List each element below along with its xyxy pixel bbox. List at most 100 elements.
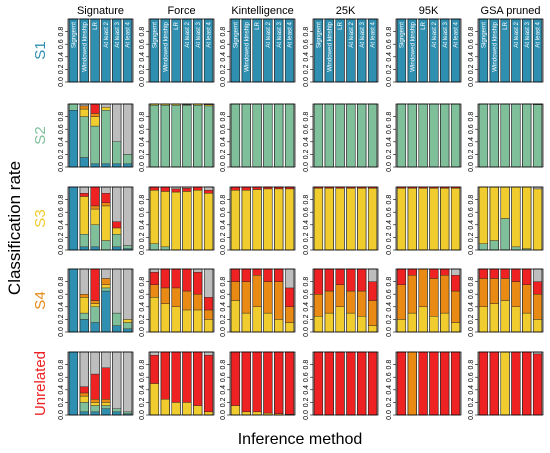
category-label: At least 2 <box>348 21 355 47</box>
bar-segment-s4 <box>101 278 111 285</box>
bar-segment-s1 <box>101 163 111 168</box>
bar-segment-s3 <box>160 191 170 248</box>
bar-segment-s3 <box>500 186 510 219</box>
category-label: At least 3 <box>524 21 531 47</box>
bar-segment-s4 <box>252 275 262 307</box>
panel-frame <box>229 18 296 83</box>
bar-segment-unrelated <box>335 268 345 285</box>
bar-segment-s4 <box>429 278 439 317</box>
y-tick-label: 0.2 <box>58 64 65 74</box>
panel-s4-25k: 0.0 0.2 0.4 0.6 0.8 <box>303 268 379 337</box>
panel-frame <box>312 103 379 168</box>
category-label: Signgemt <box>315 22 322 48</box>
y-tick-label: 0.0 <box>386 162 393 172</box>
bar-segment-s1 <box>90 163 100 168</box>
y-tick-label: 0.4 <box>139 385 146 395</box>
category-label: LR <box>337 21 344 29</box>
bar-segment-s3 <box>368 325 378 333</box>
panel-s4-95k: 0.0 0.2 0.4 0.6 0.8 <box>386 268 462 337</box>
bar-segment-s4 <box>533 294 543 320</box>
bar-segment-s3 <box>522 312 532 333</box>
bar-segment-unrelated <box>149 271 159 285</box>
category-label: Signgemt <box>232 22 239 48</box>
bar-segment-other <box>101 103 111 108</box>
y-tick-label: 0.0 <box>468 327 475 337</box>
bar-segment-s2 <box>79 402 89 413</box>
bar-segment-s2 <box>79 312 89 320</box>
bar-segment-s4 <box>90 399 100 403</box>
bar-segment-unrelated <box>285 287 295 307</box>
bar-segment-unrelated <box>263 351 273 414</box>
bar-segment-other <box>285 268 295 289</box>
bar-segment-s2 <box>90 405 100 413</box>
column-title-95k: 95K <box>419 5 439 17</box>
y-tick-label: 0.2 <box>58 397 65 407</box>
bar-segment-unrelated <box>193 271 203 295</box>
bar-segment-s2 <box>522 103 532 168</box>
y-tick-label: 0.8 <box>386 277 393 287</box>
bar-segment-unrelated <box>346 268 356 292</box>
bar-segment-unrelated <box>407 268 417 276</box>
bar-segment-s2 <box>79 234 89 248</box>
panel-s3-signature: 0.0 0.2 0.4 0.6 0.8 <box>58 186 134 255</box>
bar-segment-s3 <box>101 106 111 111</box>
bar-segment-s3 <box>274 188 284 251</box>
y-tick-label: 0.6 <box>468 39 475 49</box>
bar-segment-other <box>204 186 214 191</box>
bar-segment-s3 <box>418 306 428 333</box>
y-tick-label: 0.0 <box>303 410 310 420</box>
y-tick-label: 0.0 <box>139 410 146 420</box>
bar-segment-s3 <box>407 188 417 251</box>
y-tick-label: 0.0 <box>386 410 393 420</box>
y-tick-label: 0.4 <box>303 302 310 312</box>
panel-s3-force: 0.0 0.2 0.4 0.6 0.8 <box>139 186 215 255</box>
bar-segment-s2 <box>274 103 284 168</box>
y-tick-label: 0.2 <box>58 149 65 159</box>
y-tick-label: 0.0 <box>303 162 310 172</box>
y-tick-label: 0.2 <box>468 64 475 74</box>
y-tick-label: 0.6 <box>386 289 393 299</box>
y-tick-label: 0.2 <box>386 149 393 159</box>
bar-segment-s3 <box>241 411 251 416</box>
bar-segment-unrelated <box>500 268 510 279</box>
category-label: At least 3 <box>195 21 202 47</box>
bar-segment-s2 <box>160 246 170 251</box>
bar-segment-s2 <box>193 105 203 168</box>
bar-segment-s3 <box>478 186 488 244</box>
bar-segment-s3 <box>171 191 181 251</box>
bar-segment-s2 <box>123 154 133 165</box>
panel-frame <box>67 103 134 168</box>
panel-frame <box>148 186 215 251</box>
y-tick-label: 0.8 <box>303 112 310 122</box>
panel-unrelated-25k: 0.0 0.2 0.4 0.6 0.8 <box>303 351 379 420</box>
bar-segment-s2 <box>500 218 510 251</box>
y-tick-label: 0.6 <box>58 289 65 299</box>
bar-segment-s3 <box>79 196 89 235</box>
panel-frame <box>312 351 379 416</box>
bar-segment-s1 <box>79 411 89 416</box>
panel-frame <box>395 268 462 333</box>
bar-segment-s2 <box>68 103 78 111</box>
y-tick-label: 0.8 <box>220 27 227 37</box>
bar-segment-other <box>149 351 159 356</box>
y-tick-label: 0.2 <box>386 314 393 324</box>
y-tick-label: 0.8 <box>58 195 65 205</box>
bar-segment-s4 <box>335 284 345 307</box>
y-tick-label: 0.4 <box>468 137 475 147</box>
bar-segment-unrelated <box>182 268 192 292</box>
bar-segment-other <box>112 186 122 222</box>
panel-s4-kintelligence: 0.0 0.2 0.4 0.6 0.8 <box>220 268 296 337</box>
y-tick-label: 0.0 <box>468 245 475 255</box>
bar-segment-s3 <box>79 297 89 314</box>
panel-frame <box>477 186 544 251</box>
bar-segment-s2 <box>112 408 122 413</box>
panel-frame <box>67 186 134 251</box>
panel-frame <box>312 268 379 333</box>
bar-segment-s3 <box>451 188 461 251</box>
bar-segment-unrelated <box>90 103 100 114</box>
bar-segment-s4 <box>160 287 170 304</box>
bar-segment-s1 <box>101 290 111 333</box>
y-tick-label: 0.0 <box>303 77 310 87</box>
bar-segment-s1 <box>112 163 122 168</box>
